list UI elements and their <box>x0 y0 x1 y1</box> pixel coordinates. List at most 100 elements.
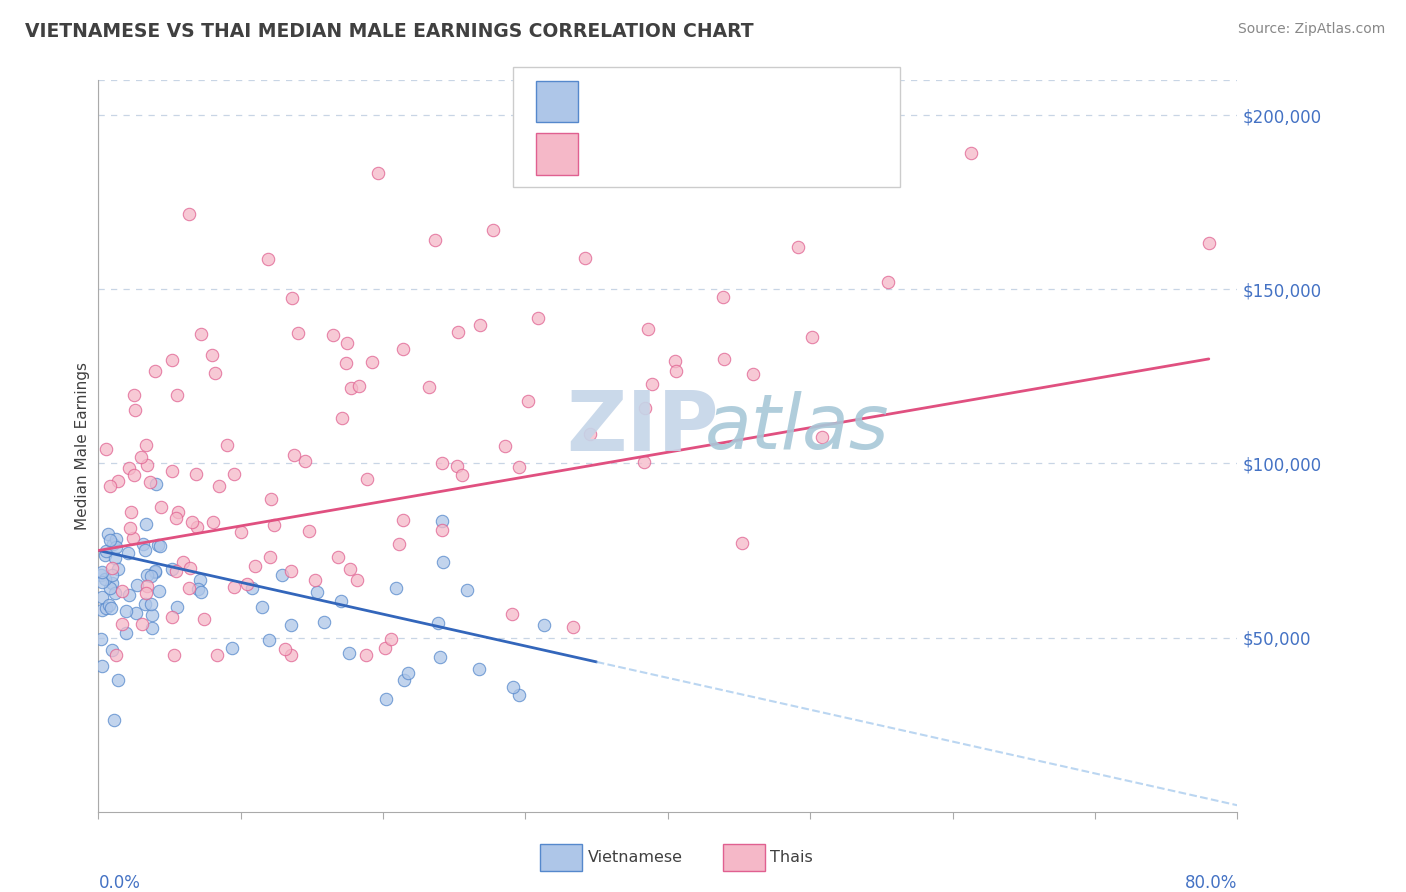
Point <box>270 567 292 582</box>
Point <box>101 642 124 657</box>
Point <box>149 539 172 553</box>
Point <box>263 518 285 533</box>
Point <box>166 387 188 401</box>
Point <box>135 568 157 582</box>
Point <box>90 565 112 579</box>
Point <box>139 569 162 583</box>
Point <box>141 607 163 622</box>
Point <box>94 442 117 456</box>
Text: 80.0%: 80.0% <box>1185 874 1237 892</box>
Point <box>201 348 224 362</box>
Text: N =: N = <box>731 88 770 106</box>
Point <box>190 327 212 342</box>
Point <box>98 479 121 493</box>
Point <box>105 648 128 662</box>
Point <box>148 584 170 599</box>
Point <box>101 536 124 550</box>
Point <box>118 588 141 602</box>
Point <box>294 453 316 467</box>
Point <box>245 558 267 573</box>
Point <box>101 567 124 582</box>
Point <box>224 580 246 594</box>
Point <box>107 474 129 488</box>
Text: 76: 76 <box>773 88 799 106</box>
Text: atlas: atlas <box>704 391 890 465</box>
Point <box>111 584 134 599</box>
Point <box>307 585 329 599</box>
Text: Source: ZipAtlas.com: Source: ZipAtlas.com <box>1237 22 1385 37</box>
Point <box>335 356 357 370</box>
Point <box>103 714 125 728</box>
Point <box>257 252 280 267</box>
Point <box>730 536 752 550</box>
Point <box>166 599 188 614</box>
Text: 0.0%: 0.0% <box>98 874 141 892</box>
Point <box>426 615 449 630</box>
Point <box>180 515 202 529</box>
Point <box>385 582 408 596</box>
Point <box>356 472 378 486</box>
Text: VIETNAMESE VS THAI MEDIAN MALE EARNINGS CORRELATION CHART: VIETNAMESE VS THAI MEDIAN MALE EARNINGS … <box>25 22 754 41</box>
Point <box>741 367 763 381</box>
Point <box>135 458 157 472</box>
Point <box>280 291 302 305</box>
Point <box>502 681 524 695</box>
Point <box>391 342 413 356</box>
Point <box>375 692 398 706</box>
Text: R =: R = <box>591 143 630 161</box>
Text: 0.300: 0.300 <box>640 143 703 161</box>
Point <box>160 464 183 478</box>
Text: R =: R = <box>591 88 630 106</box>
Point <box>221 640 243 655</box>
Point <box>322 328 344 343</box>
Point <box>104 550 127 565</box>
Point <box>97 599 120 613</box>
Point <box>145 476 167 491</box>
Point <box>337 646 360 660</box>
Y-axis label: Median Male Earnings: Median Male Earnings <box>75 362 90 530</box>
Point <box>141 621 163 635</box>
Point <box>446 459 468 474</box>
Point <box>94 600 117 615</box>
Point <box>135 438 157 452</box>
Point <box>312 615 335 630</box>
Point <box>326 550 349 565</box>
Point <box>184 467 207 482</box>
Point <box>273 642 295 657</box>
Point <box>250 600 273 615</box>
Point <box>162 562 184 576</box>
Point <box>423 233 446 247</box>
Point <box>186 520 208 534</box>
Point <box>136 579 159 593</box>
Point <box>665 364 688 378</box>
Point <box>257 632 280 647</box>
Point <box>280 617 302 632</box>
Point <box>160 610 183 624</box>
Point <box>90 603 112 617</box>
Point <box>90 632 112 646</box>
Point <box>172 555 194 569</box>
Point <box>100 600 122 615</box>
Point <box>508 688 530 702</box>
Point <box>280 648 302 662</box>
Point <box>132 536 155 550</box>
Point <box>361 355 384 369</box>
Point <box>134 597 156 611</box>
Point <box>120 521 142 535</box>
Point <box>163 648 186 662</box>
Point <box>283 448 305 462</box>
Point <box>1198 236 1220 251</box>
Point <box>204 367 226 381</box>
Point <box>145 565 167 579</box>
Point <box>533 617 555 632</box>
Point <box>336 336 359 351</box>
Point <box>101 560 124 574</box>
Point <box>90 567 112 582</box>
Point <box>125 606 148 620</box>
Point <box>494 439 516 453</box>
Point <box>396 666 419 681</box>
Point <box>517 394 540 409</box>
Point <box>115 604 138 618</box>
Point <box>165 565 187 579</box>
Point <box>105 533 128 547</box>
